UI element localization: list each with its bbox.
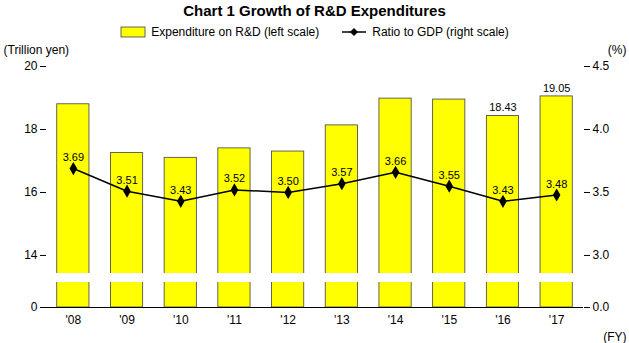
svg-text:3.52: 3.52	[224, 172, 245, 184]
svg-text:'16: '16	[495, 313, 511, 327]
svg-text:3.69: 3.69	[63, 151, 84, 163]
svg-text:19.05: 19.05	[543, 82, 571, 94]
svg-text:3.57: 3.57	[331, 166, 352, 178]
svg-text:3.51: 3.51	[116, 174, 137, 186]
svg-text:3.43: 3.43	[492, 184, 513, 196]
svg-text:(FY): (FY)	[603, 330, 626, 343]
svg-text:0: 0	[31, 300, 38, 314]
svg-text:'10: '10	[173, 313, 189, 327]
svg-text:3.0: 3.0	[593, 248, 610, 262]
svg-text:20: 20	[24, 59, 38, 73]
svg-text:3.50: 3.50	[277, 175, 298, 187]
svg-text:0.0: 0.0	[593, 300, 610, 314]
svg-text:'11: '11	[227, 313, 242, 327]
svg-text:3.48: 3.48	[546, 178, 567, 190]
svg-text:'13: '13	[334, 313, 350, 327]
svg-text:'08: '08	[66, 313, 82, 327]
svg-text:'14: '14	[388, 313, 404, 327]
svg-text:18: 18	[24, 122, 38, 136]
svg-text:4.0: 4.0	[593, 122, 610, 136]
svg-text:16: 16	[24, 185, 38, 199]
svg-text:3.66: 3.66	[385, 155, 406, 167]
svg-text:14: 14	[24, 248, 38, 262]
svg-text:'15: '15	[441, 313, 457, 327]
svg-text:3.43: 3.43	[170, 184, 191, 196]
svg-text:'12: '12	[280, 313, 296, 327]
svg-text:3.55: 3.55	[439, 169, 460, 181]
svg-text:'09: '09	[119, 313, 135, 327]
html-text:Chart 1 Growth of R&D Expendit: Chart 1 Growth of R&D Expenditures	[183, 2, 446, 19]
svg-text:(Trillion yen): (Trillion yen)	[4, 43, 70, 57]
svg-text:4.5: 4.5	[593, 59, 610, 73]
svg-text:3.5: 3.5	[593, 185, 610, 199]
html-text:Ratio to GDP (right scale): Ratio to GDP (right scale)	[372, 25, 509, 39]
svg-text:'17: '17	[549, 313, 565, 327]
html-text:Expenditure on R&D (left scale: Expenditure on R&D (left scale)	[151, 25, 320, 39]
svg-text:18.43: 18.43	[489, 101, 517, 113]
svg-text:(%): (%)	[608, 43, 627, 57]
